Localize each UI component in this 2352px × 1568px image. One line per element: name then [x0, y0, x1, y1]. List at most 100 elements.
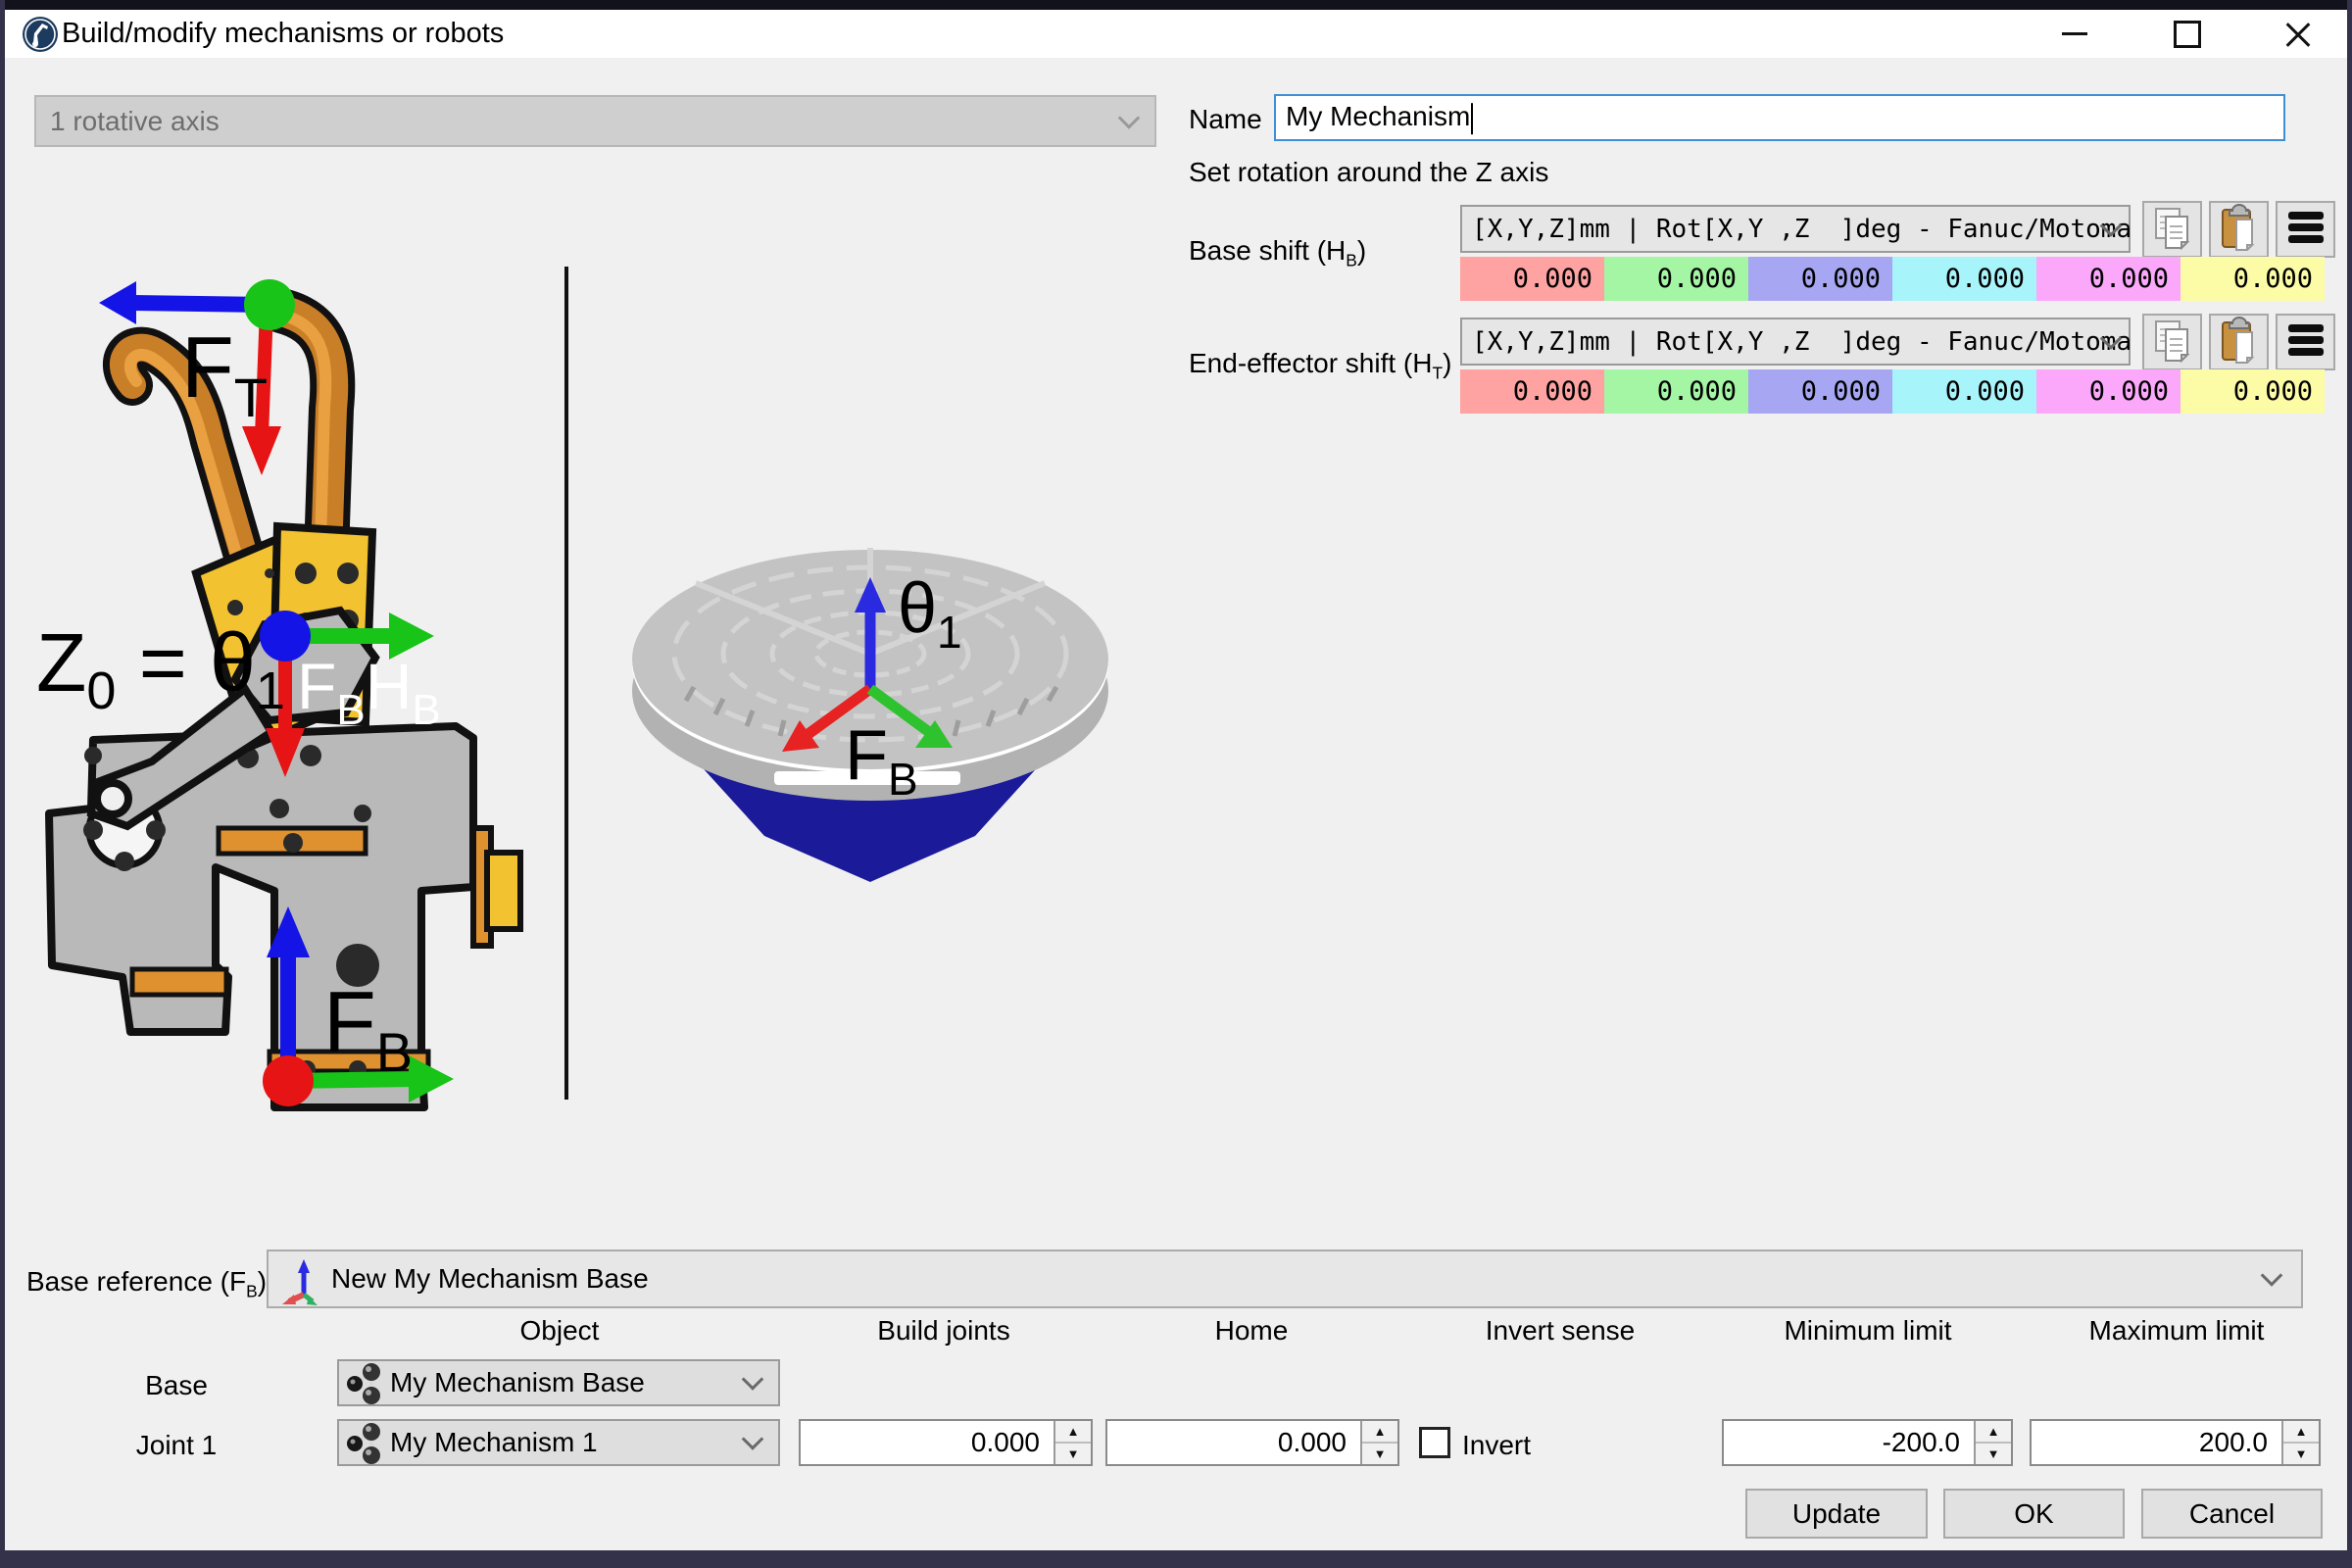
menu-icon	[2286, 322, 2326, 363]
header-invert-sense: Invert sense	[1485, 1315, 1636, 1346]
titlebar: Build/modify mechanisms or robots	[5, 10, 2347, 58]
joint1-invert-checkbox[interactable]	[1419, 1427, 1450, 1458]
end-shift-rx[interactable]: 0.000	[1892, 369, 2036, 414]
turntable-illustration: θ1 FB	[617, 544, 1122, 892]
joint1-build-joints-value: 0.000	[970, 1427, 1040, 1457]
spin-up-icon[interactable]	[2283, 1421, 2319, 1444]
name-label: Name	[1189, 104, 1262, 134]
header-maximum-limit: Maximum limit	[2088, 1315, 2265, 1346]
ok-button[interactable]: OK	[1943, 1489, 2125, 1539]
joint1-build-joints-spinners[interactable]	[1054, 1421, 1091, 1464]
joint1-min-limit-spinbox[interactable]: -200.0	[1722, 1419, 2013, 1466]
paste-icon	[2217, 316, 2262, 368]
window-border-top	[0, 0, 2352, 10]
base-object-dropdown[interactable]: My Mechanism Base	[337, 1359, 780, 1406]
maximize-icon	[2174, 20, 2201, 48]
end-shift-format-dropdown[interactable]: [X,Y,Z]mm | Rot[X,Y ,Z ]deg - Fanuc/Moto…	[1460, 318, 2132, 366]
base-shift-format-value: [X,Y,Z]mm | Rot[X,Y ,Z ]deg - Fanuc/Moto…	[1472, 214, 2132, 244]
end-shift-menu-button[interactable]	[2276, 314, 2335, 370]
joint1-max-spinners[interactable]	[2281, 1421, 2319, 1464]
menu-icon	[2286, 210, 2326, 250]
end-shift-format-value: [X,Y,Z]mm | Rot[X,Y ,Z ]deg - Fanuc/Moto…	[1472, 326, 2132, 357]
copy-icon	[2150, 205, 2195, 255]
header-object: Object	[519, 1315, 600, 1346]
base-object-value: My Mechanism Base	[390, 1367, 645, 1397]
svg-text:Z0 = θ1: Z0 = θ1	[36, 616, 285, 720]
mechanism-type-dropdown[interactable]: 1 rotative axis	[34, 95, 1156, 147]
window-border-bottom	[0, 1550, 2352, 1568]
spin-up-icon[interactable]	[1362, 1421, 1397, 1444]
end-shift-label: End-effector shift (HT)	[1189, 348, 1452, 383]
joint1-row-label: Joint 1	[135, 1430, 218, 1460]
minimize-icon	[2062, 32, 2087, 35]
base-shift-copy-button[interactable]	[2142, 201, 2202, 258]
name-value: My Mechanism	[1286, 101, 1474, 134]
base-reference-label: Base reference (FB)	[26, 1266, 268, 1301]
end-shift-rz[interactable]: 0.000	[2180, 369, 2325, 414]
close-icon	[2284, 21, 2312, 48]
base-shift-z[interactable]: 0.000	[1748, 257, 1892, 301]
joint1-min-spinners[interactable]	[1974, 1421, 2011, 1464]
svg-text:FB: FB	[845, 716, 918, 805]
end-shift-copy-button[interactable]	[2142, 314, 2202, 370]
paste-icon	[2217, 203, 2262, 256]
chevron-down-icon	[741, 1428, 764, 1450]
base-shift-rz[interactable]: 0.000	[2180, 257, 2325, 301]
end-shift-x[interactable]: 0.000	[1460, 369, 1604, 414]
base-shift-x[interactable]: 0.000	[1460, 257, 1604, 301]
joint1-home-spinbox[interactable]: 0.000	[1105, 1419, 1399, 1466]
base-shift-menu-button[interactable]	[2276, 201, 2335, 258]
update-button[interactable]: Update	[1745, 1489, 1928, 1539]
spin-down-icon[interactable]	[1362, 1444, 1397, 1464]
base-shift-values: 0.000 0.000 0.000 0.000 0.000 0.000	[1460, 257, 2325, 301]
chevron-down-icon	[1117, 106, 1141, 129]
end-shift-ry[interactable]: 0.000	[2036, 369, 2180, 414]
svg-text:FT: FT	[181, 318, 268, 428]
header-home: Home	[1214, 1315, 1289, 1346]
joint1-home-spinners[interactable]	[1360, 1421, 1397, 1464]
chevron-down-icon	[2260, 1264, 2283, 1287]
cancel-button[interactable]: Cancel	[2141, 1489, 2323, 1539]
end-shift-y[interactable]: 0.000	[1604, 369, 1748, 414]
illustration-divider	[564, 267, 568, 1100]
spin-down-icon[interactable]	[1976, 1444, 2011, 1464]
base-reference-value: New My Mechanism Base	[331, 1263, 649, 1294]
name-input[interactable]: My Mechanism	[1274, 94, 2285, 141]
base-shift-label: Base shift (HB)	[1189, 235, 1367, 270]
spin-up-icon[interactable]	[1055, 1421, 1091, 1444]
joint1-object-dropdown[interactable]: My Mechanism 1	[337, 1419, 780, 1466]
joint1-build-joints-spinbox[interactable]: 0.000	[799, 1419, 1093, 1466]
end-shift-paste-button[interactable]	[2209, 314, 2269, 370]
joint1-home-value: 0.000	[1277, 1427, 1347, 1457]
svg-text:FBHB: FBHB	[297, 650, 441, 734]
end-shift-values: 0.000 0.000 0.000 0.000 0.000 0.000	[1460, 369, 2325, 414]
header-build-joints: Build joints	[877, 1315, 1010, 1346]
robodk-logo-icon	[22, 16, 59, 58]
end-shift-z[interactable]: 0.000	[1748, 369, 1892, 414]
minimize-button[interactable]	[2031, 10, 2119, 58]
mechanism-type-value: 1 rotative axis	[50, 105, 220, 136]
frame-icon	[280, 1255, 327, 1311]
spin-down-icon[interactable]	[1055, 1444, 1091, 1464]
base-shift-ry[interactable]: 0.000	[2036, 257, 2180, 301]
joint1-max-limit-spinbox[interactable]: 200.0	[2030, 1419, 2321, 1466]
base-shift-y[interactable]: 0.000	[1604, 257, 1748, 301]
window-border-left	[0, 0, 5, 1568]
svg-text:FB: FB	[323, 973, 413, 1083]
close-button[interactable]	[2254, 10, 2342, 58]
base-reference-dropdown[interactable]: New My Mechanism Base	[267, 1250, 2303, 1308]
copy-icon	[2150, 318, 2195, 368]
base-row-label: Base	[145, 1370, 208, 1400]
joint1-min-limit-value: -200.0	[1882, 1427, 1960, 1457]
maximize-button[interactable]	[2143, 10, 2231, 58]
mechanism-side-illustration: FT Z0 = θ1 FBHB FB	[34, 279, 549, 1122]
spin-down-icon[interactable]	[2283, 1444, 2319, 1464]
base-shift-paste-button[interactable]	[2209, 201, 2269, 258]
window-border-right	[2347, 0, 2352, 1568]
header-minimum-limit: Minimum limit	[1784, 1315, 1952, 1346]
joint1-invert-label: Invert	[1462, 1430, 1532, 1460]
base-shift-format-dropdown[interactable]: [X,Y,Z]mm | Rot[X,Y ,Z ]deg - Fanuc/Moto…	[1460, 205, 2132, 253]
base-shift-rx[interactable]: 0.000	[1892, 257, 2036, 301]
spin-up-icon[interactable]	[1976, 1421, 2011, 1444]
svg-text:θ1: θ1	[898, 569, 962, 658]
